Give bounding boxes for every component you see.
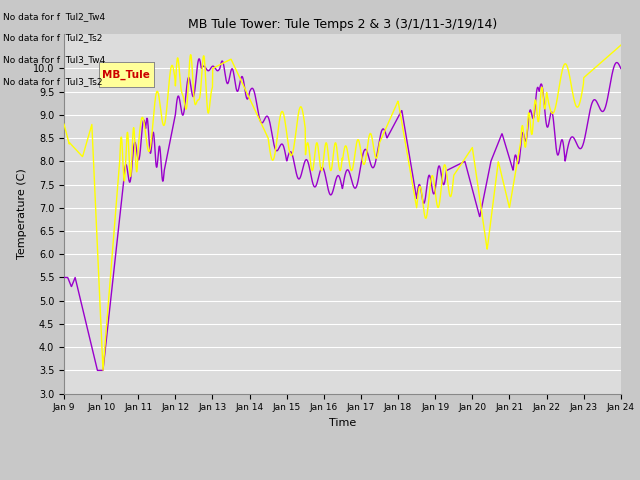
- Title: MB Tule Tower: Tule Temps 2 & 3 (3/1/11-3/19/14): MB Tule Tower: Tule Temps 2 & 3 (3/1/11-…: [188, 18, 497, 31]
- Tul2_Ts-8: [88, 134, 96, 140]
- Line: Tul2_Ts-8: Tul2_Ts-8: [64, 45, 621, 370]
- Text: No data for f  Tul2_Tw4: No data for f Tul2_Tw4: [3, 12, 106, 21]
- Tul3_Ts-8: [195, 56, 203, 62]
- Tul2_Ts-8: [499, 177, 506, 182]
- Tul2_Ts-8: [331, 141, 339, 146]
- Tul2_Ts-8: [99, 367, 107, 373]
- Tul2_Ts-8: [601, 56, 609, 62]
- Tul3_Ts-8: [88, 347, 96, 352]
- Tul2_Ts-8: [60, 121, 68, 127]
- X-axis label: Time: Time: [329, 418, 356, 428]
- Text: No data for f  Tul3_Ts2: No data for f Tul3_Ts2: [3, 77, 102, 86]
- Tul3_Ts-8: [601, 106, 609, 111]
- Tul3_Ts-8: [332, 179, 339, 185]
- Tul3_Ts-8: [602, 105, 609, 110]
- Tul3_Ts-8: [93, 368, 101, 373]
- Tul3_Ts-8: [499, 134, 507, 140]
- Text: No data for f  Tul3_Tw4: No data for f Tul3_Tw4: [3, 55, 106, 64]
- Tul3_Ts-8: [317, 167, 324, 173]
- Text: MB_Tule: MB_Tule: [102, 70, 150, 80]
- Tul3_Ts-8: [617, 66, 625, 72]
- Text: No data for f  Tul2_Ts2: No data for f Tul2_Ts2: [3, 34, 102, 43]
- Tul3_Ts-8: [60, 275, 68, 280]
- Tul2_Ts-8: [601, 57, 609, 62]
- Line: Tul3_Ts-8: Tul3_Ts-8: [64, 59, 621, 371]
- Y-axis label: Temperature (C): Temperature (C): [17, 168, 28, 259]
- Tul2_Ts-8: [617, 42, 625, 48]
- Tul2_Ts-8: [316, 163, 324, 168]
